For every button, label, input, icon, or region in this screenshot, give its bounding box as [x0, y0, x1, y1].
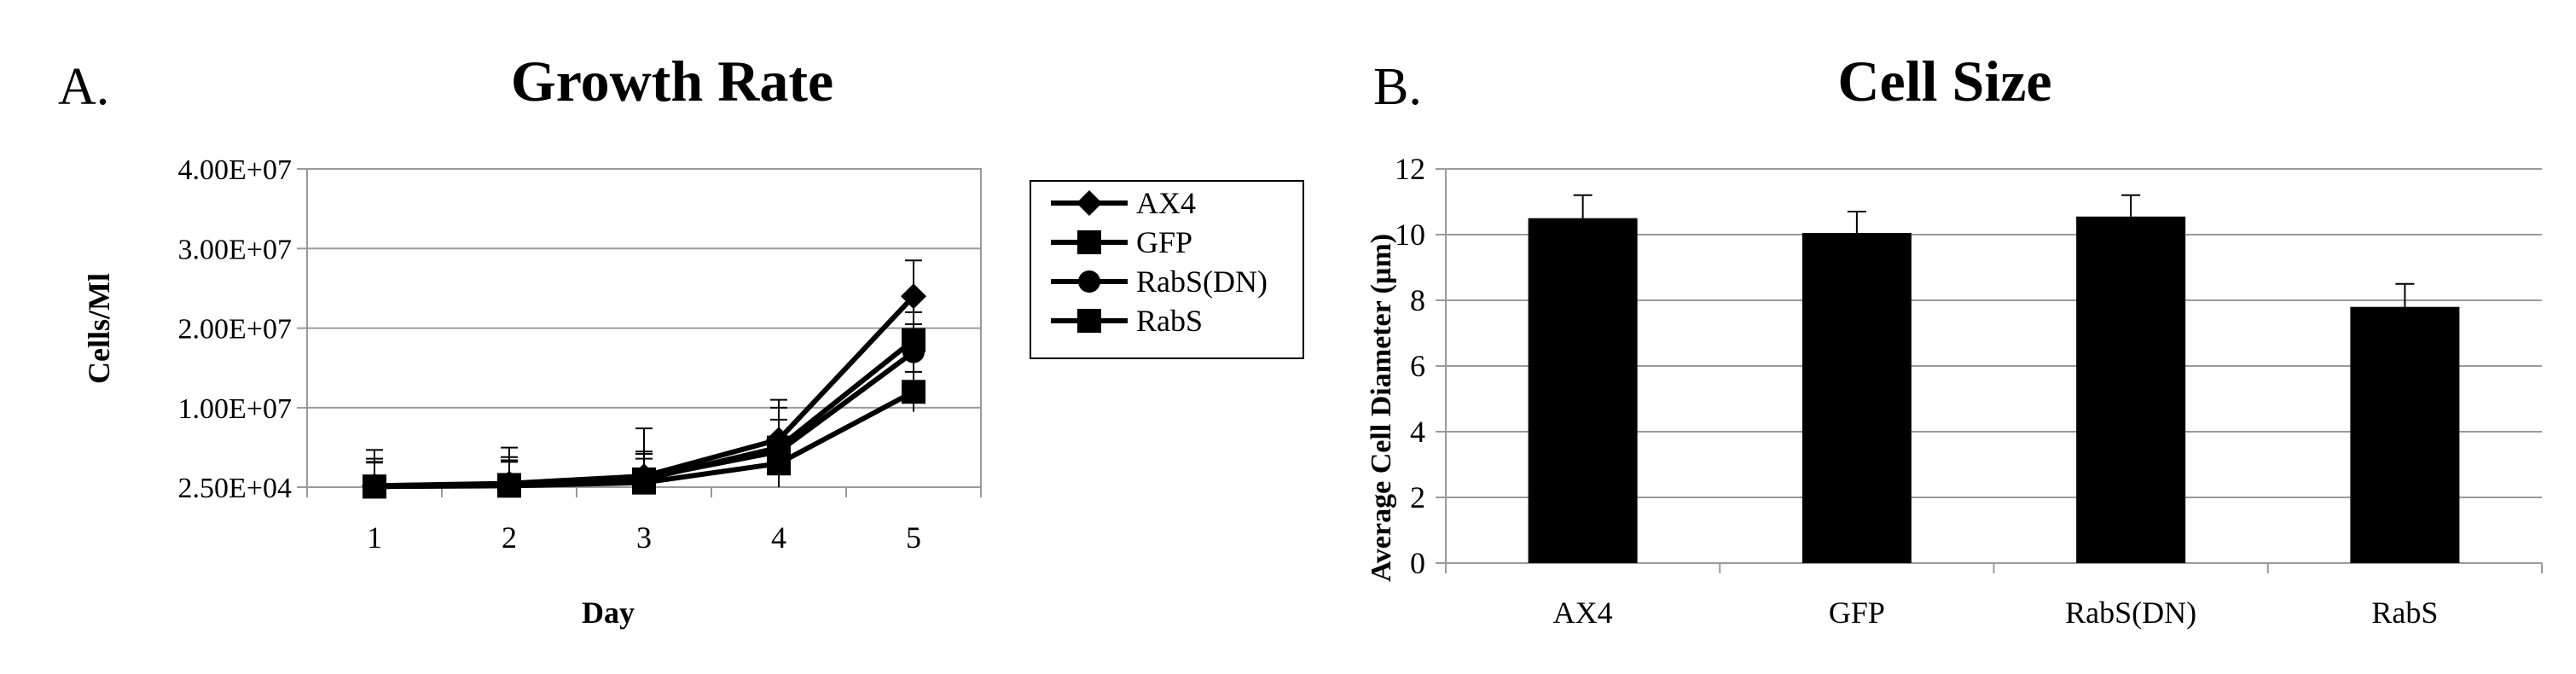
- cell-size-bars: [1528, 194, 2460, 563]
- legend-label-ax4: AX4: [1136, 186, 1196, 220]
- cell-size-y-tick-label: 10: [1395, 218, 1425, 252]
- growth-rate-series: [362, 259, 926, 499]
- growth-rate-y-axis-label: Cells/Ml: [82, 273, 116, 384]
- growth-rate-x-tick-label: 2: [502, 520, 517, 555]
- cell-size-title: Cell Size: [1837, 49, 2051, 113]
- cell-size-x-tick-label: GFP: [1829, 596, 1885, 630]
- cell-size-y-tick-label: 2: [1410, 480, 1425, 514]
- growth-rate-y-tick-label: 2.00E+07: [178, 314, 292, 346]
- legend-label-rabs: RabS: [1136, 304, 1203, 338]
- growth-rate-y-tick-label: 4.00E+07: [178, 154, 292, 186]
- data-point-rabs: [632, 470, 656, 495]
- growth-rate-x-tick-label: 4: [771, 520, 786, 555]
- panel-a-label: A.: [58, 58, 109, 116]
- cell-size-y-tick-label: 0: [1410, 546, 1425, 580]
- cell-size-y-tick-label: 6: [1410, 349, 1425, 383]
- bar-gfp: [1801, 233, 1912, 563]
- growth-rate-x-axis-label: Day: [582, 596, 635, 630]
- growth-rate-y-tick-label: 3.00E+07: [178, 234, 292, 265]
- data-point-rabs-dn: [902, 340, 925, 363]
- growth-rate-x-tick-label: 3: [636, 520, 652, 555]
- growth-rate-x-ticks: 1 2 3 4 5: [306, 487, 982, 555]
- cell-size-x-ticks: AX4 GFP RabS(DN) RabS: [1445, 563, 2543, 630]
- data-point-rabs: [363, 474, 386, 499]
- data-point-rabs: [767, 451, 791, 476]
- growth-rate-panel: A. Growth Rate 2.50E+04 1.00E+07 2.00E+07 3…: [58, 49, 1304, 630]
- growth-rate-title: Growth Rate: [511, 49, 833, 113]
- growth-rate-legend: AX4 GFP RabS(DN) RabS: [1030, 180, 1304, 359]
- growth-rate-y-ticks: 2.50E+04 1.00E+07 2.00E+07 3.00E+07 4.00E+07: [178, 154, 307, 504]
- cell-size-panel: B. Cell Size 0 2 4 6 8 10 12 AX4 GFP RabS(DN) Rab…: [1366, 49, 2543, 630]
- bar-ax4: [1528, 218, 1638, 563]
- bar-rabs-dn: [2076, 216, 2186, 563]
- cell-size-y-axis-label: Average Cell Diameter (µm): [1366, 234, 1397, 582]
- legend-marker-ax4: [1076, 190, 1102, 216]
- growth-rate-x-tick-label: 1: [367, 520, 382, 555]
- data-point-rabs: [497, 474, 521, 498]
- growth-rate-y-tick-label: 2.50E+04: [178, 473, 292, 504]
- legend-label-gfp: GFP: [1136, 225, 1192, 259]
- legend-frame: [1030, 180, 1304, 359]
- cell-size-x-tick-label: RabS(DN): [2065, 596, 2196, 630]
- cell-size-x-tick-label: RabS: [2371, 596, 2438, 630]
- bar-rabs: [2350, 306, 2460, 563]
- cell-size-y-tick-label: 8: [1410, 283, 1425, 317]
- cell-size-y-ticks: 0 2 4 6 8 10 12: [1395, 152, 1446, 580]
- legend-marker-rabs-dn: [1078, 270, 1100, 293]
- growth-rate-gridlines: [307, 168, 981, 409]
- growth-rate-x-tick-label: 5: [906, 520, 921, 555]
- panel-b-label: B.: [1373, 58, 1422, 116]
- data-point-ax4: [901, 283, 926, 310]
- legend-marker-rabs: [1077, 309, 1101, 333]
- growth-rate-y-tick-label: 1.00E+07: [178, 393, 292, 425]
- cell-size-x-tick-label: AX4: [1553, 596, 1613, 630]
- legend-marker-gfp: [1077, 230, 1101, 254]
- data-point-rabs: [902, 380, 925, 404]
- cell-size-y-tick-label: 4: [1410, 415, 1425, 449]
- cell-size-y-tick-label: 12: [1395, 152, 1425, 186]
- legend-label-rabs-dn: RabS(DN): [1136, 264, 1268, 299]
